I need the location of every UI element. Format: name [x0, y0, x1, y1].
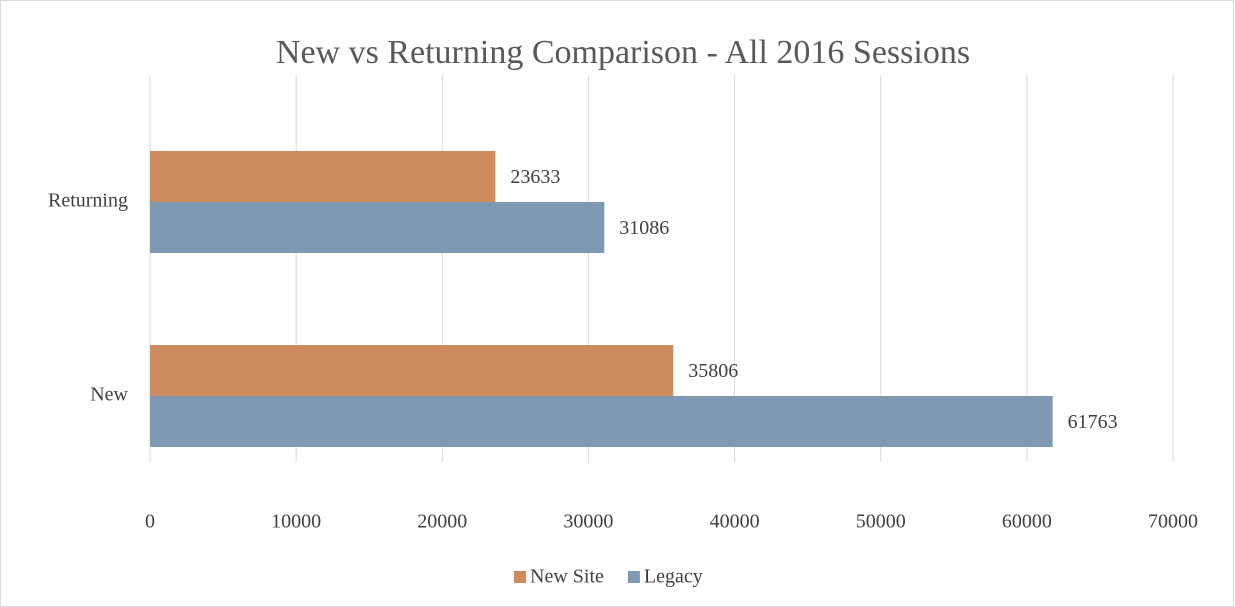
x-tick-label: 50000 — [856, 511, 906, 533]
legend-swatch — [627, 571, 640, 583]
bar — [150, 345, 674, 396]
x-tick-label: 10000 — [271, 511, 321, 533]
x-tick-label: 0 — [145, 511, 155, 533]
y-tick-label: New — [90, 384, 128, 406]
x-tick-label: 30000 — [563, 511, 613, 533]
bar — [150, 202, 605, 253]
data-label: 23633 — [510, 166, 560, 188]
y-tick-label: Returning — [48, 190, 128, 212]
chart-title: New vs Returning Comparison - All 2016 S… — [276, 34, 970, 71]
x-tick-label: 60000 — [1002, 511, 1052, 533]
legend-label: New Site — [530, 566, 604, 588]
legend-swatch — [514, 571, 526, 583]
x-tick-label: 70000 — [1148, 511, 1198, 533]
data-label: 61763 — [1068, 411, 1118, 433]
x-tick-label: 20000 — [417, 511, 467, 533]
bar — [150, 396, 1053, 447]
data-label: 35806 — [688, 360, 738, 382]
data-label: 31086 — [619, 217, 669, 239]
bar — [150, 151, 496, 202]
legend-label: Legacy — [644, 566, 703, 588]
x-tick-label: 40000 — [710, 511, 760, 533]
